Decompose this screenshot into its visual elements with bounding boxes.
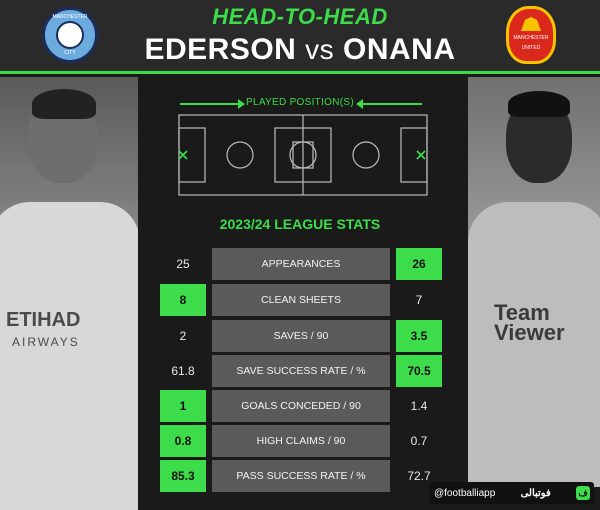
arrow-right-line bbox=[180, 103, 242, 105]
stat-left-value: 0.8 bbox=[160, 425, 206, 457]
stats-title: 2023/24 LEAGUE STATS bbox=[219, 216, 381, 232]
stat-row: 25 APPEARANCES 26 bbox=[160, 248, 442, 280]
left-player-hair bbox=[32, 89, 96, 119]
kicker-title: HEAD-TO-HEAD bbox=[212, 4, 388, 29]
stat-row: 8 CLEAN SHEETS 7 bbox=[160, 284, 442, 316]
right-player-kit bbox=[468, 202, 600, 487]
united-crest-bottom-text: UNITED bbox=[521, 45, 541, 51]
stat-right-value: 26 bbox=[396, 248, 442, 280]
stat-left-value: 61.8 bbox=[171, 364, 195, 378]
city-crest-bottom-text: CITY bbox=[64, 50, 76, 56]
left-circle bbox=[226, 141, 254, 169]
stat-right-value: 70.5 bbox=[396, 355, 442, 387]
right-player-hair bbox=[508, 91, 570, 117]
right-circle bbox=[352, 141, 380, 169]
stat-left-value: 85.3 bbox=[160, 460, 206, 492]
stat-row: 1 GOALS CONCEDED / 90 1.4 bbox=[160, 390, 442, 422]
left-penalty-box bbox=[178, 127, 206, 183]
stat-row: 2 SAVES / 90 3.5 bbox=[160, 320, 442, 352]
manchester-united-crest-icon: MANCHESTER UNITED bbox=[506, 6, 556, 64]
arrow-right-icon bbox=[238, 99, 245, 109]
page-title: EDERSON vs ONANA bbox=[0, 33, 600, 67]
stat-label: PASS SUCCESS RATE / % bbox=[212, 460, 390, 492]
arrow-left-line bbox=[360, 103, 422, 105]
stat-right-value: 72.7 bbox=[407, 469, 431, 483]
player-left-name: EDERSON bbox=[144, 33, 297, 66]
stat-row: 0.8 HIGH CLAIMS / 90 0.7 bbox=[160, 425, 442, 457]
stat-label: HIGH CLAIMS / 90 bbox=[212, 425, 390, 457]
left-kit-sponsor-sub: AIRWAYS bbox=[12, 335, 80, 349]
football-pitch-diagram bbox=[178, 114, 428, 196]
right-penalty-box bbox=[400, 127, 428, 183]
stat-row: 61.8 SAVE SUCCESS RATE / % 70.5 bbox=[160, 355, 442, 387]
vs-label: vs bbox=[305, 34, 335, 65]
left-kit-sponsor: ETIHAD bbox=[6, 309, 81, 331]
city-crest-top-text: MANCHESTER bbox=[52, 14, 88, 20]
stat-label: APPEARANCES bbox=[212, 248, 390, 280]
player-left-photo: ETIHAD AIRWAYS bbox=[0, 77, 138, 510]
centre-box bbox=[274, 127, 332, 183]
stat-right-value: 3.5 bbox=[396, 320, 442, 352]
stat-label: SAVE SUCCESS RATE / % bbox=[212, 355, 390, 387]
watermark-brand: فوتبالی bbox=[520, 487, 551, 499]
centre-inner-box bbox=[292, 141, 314, 169]
watermark: @footballiapp فوتبالی ف bbox=[430, 482, 594, 504]
stat-right-value: 0.7 bbox=[410, 434, 428, 448]
stat-row: 85.3 PASS SUCCESS RATE / % 72.7 bbox=[160, 460, 442, 492]
stat-left-value: 1 bbox=[160, 390, 206, 422]
player-right-name: ONANA bbox=[343, 33, 456, 66]
left-position-marker-icon bbox=[178, 150, 188, 160]
left-player-kit bbox=[0, 202, 138, 510]
stat-left-value: 8 bbox=[160, 284, 206, 316]
right-kit-sponsor: Team Viewer bbox=[494, 300, 565, 345]
united-crest-ship bbox=[521, 17, 541, 31]
united-crest-top-text: MANCHESTER bbox=[513, 35, 549, 41]
stat-label: SAVES / 90 bbox=[212, 320, 390, 352]
manchester-city-crest-icon: MANCHESTER CITY bbox=[42, 7, 98, 63]
city-crest-shield bbox=[56, 21, 84, 49]
watermark-logo-icon: ف bbox=[576, 486, 590, 500]
header: MANCHESTER CITY HEAD-TO-HEAD EDERSON vs … bbox=[0, 0, 600, 74]
stat-left-value: 25 bbox=[176, 257, 190, 271]
stat-label: GOALS CONCEDED / 90 bbox=[212, 390, 390, 422]
watermark-handle: @footballiapp bbox=[434, 487, 496, 499]
played-positions-label: PLAYED POSITION(S) bbox=[245, 97, 354, 108]
stat-label: CLEAN SHEETS bbox=[212, 284, 390, 316]
right-position-marker-icon bbox=[416, 150, 426, 160]
player-right-photo: Team Viewer bbox=[468, 77, 600, 487]
arrow-left-icon bbox=[356, 99, 363, 109]
stat-left-value: 2 bbox=[179, 329, 187, 343]
stat-right-value: 7 bbox=[415, 293, 423, 307]
stat-right-value: 1.4 bbox=[410, 399, 428, 413]
